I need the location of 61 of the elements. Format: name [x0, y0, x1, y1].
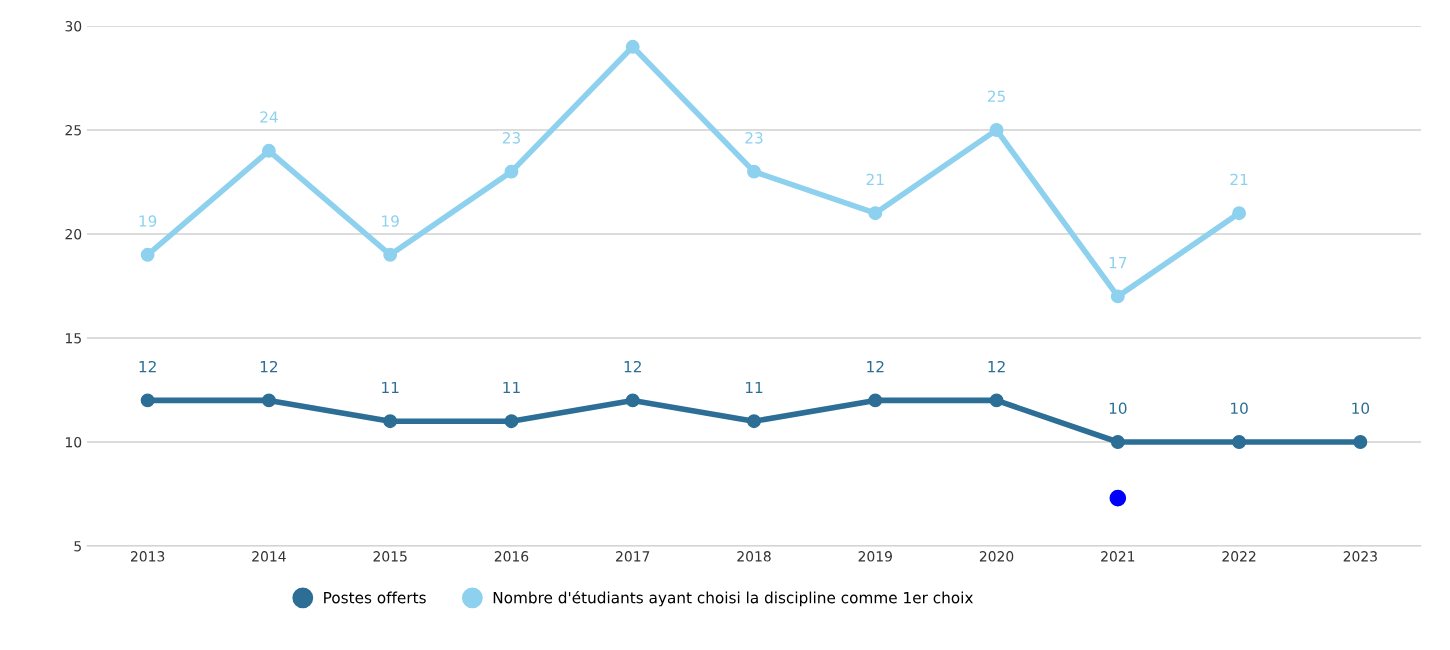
data-label: 12: [260, 360, 278, 373]
point: [747, 164, 761, 179]
point: [1109, 489, 1127, 507]
point: [1353, 435, 1368, 449]
y-tick-label: 25: [65, 124, 81, 136]
data-label: 10: [1231, 402, 1248, 415]
data-label: 10: [1109, 402, 1127, 415]
point: [1110, 289, 1125, 304]
point: [989, 393, 1004, 408]
data-label: 12: [867, 360, 884, 373]
point: [747, 414, 761, 429]
x-tick-label: 2014: [252, 551, 286, 562]
y-tick-label: 10: [65, 436, 82, 448]
point: [868, 393, 883, 408]
point: [140, 247, 155, 262]
point: [625, 39, 640, 54]
data-label: 23: [745, 132, 763, 144]
x-tick-label: 2013: [130, 551, 165, 562]
point: [504, 414, 519, 429]
data-label: 10: [1352, 402, 1370, 415]
point: [383, 414, 398, 429]
data-label: 12: [139, 360, 156, 373]
x-tick-label: 2017: [616, 551, 650, 562]
data-label: 11: [382, 381, 399, 394]
data-label: 12: [988, 360, 1005, 373]
data-label: 21: [1230, 173, 1248, 186]
x-tick-label: 2023: [1343, 551, 1377, 562]
x-tick-label: 2015: [373, 551, 407, 562]
data-label: 11: [503, 381, 520, 394]
y-tick-label: 20: [65, 228, 82, 240]
x-tick-label: 2019: [858, 551, 892, 562]
x-tick-label: 2022: [1222, 551, 1256, 562]
data-label: 24: [260, 111, 278, 123]
data-label: 25: [987, 90, 1005, 103]
point: [261, 143, 276, 158]
x-tick-label: 2018: [737, 551, 771, 562]
data-label: 12: [624, 360, 641, 373]
point: [1232, 435, 1247, 449]
y-tick-label: 30: [65, 20, 82, 32]
point: [1110, 435, 1125, 449]
x-tick-label: 2016: [494, 551, 529, 562]
x-tick-label: 2021: [1101, 551, 1135, 562]
point: [140, 393, 155, 408]
data-label: 19: [139, 215, 157, 227]
data-label: 23: [502, 132, 520, 144]
point: [868, 206, 883, 221]
x-tick-label: 2020: [979, 551, 1014, 562]
point: [989, 123, 1004, 137]
y-tick-label: 5: [74, 541, 81, 552]
point: [383, 247, 398, 262]
legend-label: Postes offerts: [324, 591, 426, 604]
point: [504, 164, 519, 179]
point: [625, 393, 640, 408]
y-tick-label: 15: [65, 333, 81, 344]
data-label: 21: [866, 173, 884, 186]
legend-label: Nombre d'étudiants ayant choisi la discipline comme 1er choix: [493, 590, 973, 607]
data-label: 17: [1109, 257, 1127, 269]
data-label: 19: [382, 215, 399, 227]
data-label: 11: [745, 381, 763, 394]
point: [261, 393, 276, 408]
point: [1232, 206, 1247, 221]
